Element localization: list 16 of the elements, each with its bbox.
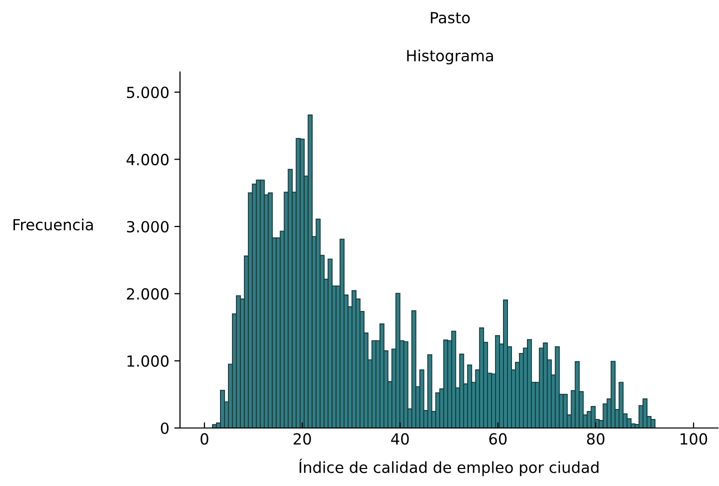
chart-subtitle: Histograma [407,50,493,64]
x-tick-label: 20 [294,433,311,445]
y-tick-label: 5.000 [127,86,169,98]
y-axis-title: Frecuencia [14,218,93,230]
y-tick-label: 3.000 [127,220,169,233]
y-tick-label: 4.000 [126,154,169,166]
y-tick-label: 1.000 [128,355,169,367]
x-tick-label: 0 [200,433,208,445]
x-tick-label: 100 [680,433,708,445]
chart-title: Pasto [430,12,470,24]
y-tick-label: 2.000 [126,288,169,300]
x-axis-title: Índice de calidad de empleo por ciudad [299,458,598,476]
x-tick-label: 80 [587,433,604,445]
x-tick-label: 60 [489,433,507,445]
x-tick-label: 40 [391,433,409,445]
y-tick-label: 0 [160,422,169,434]
